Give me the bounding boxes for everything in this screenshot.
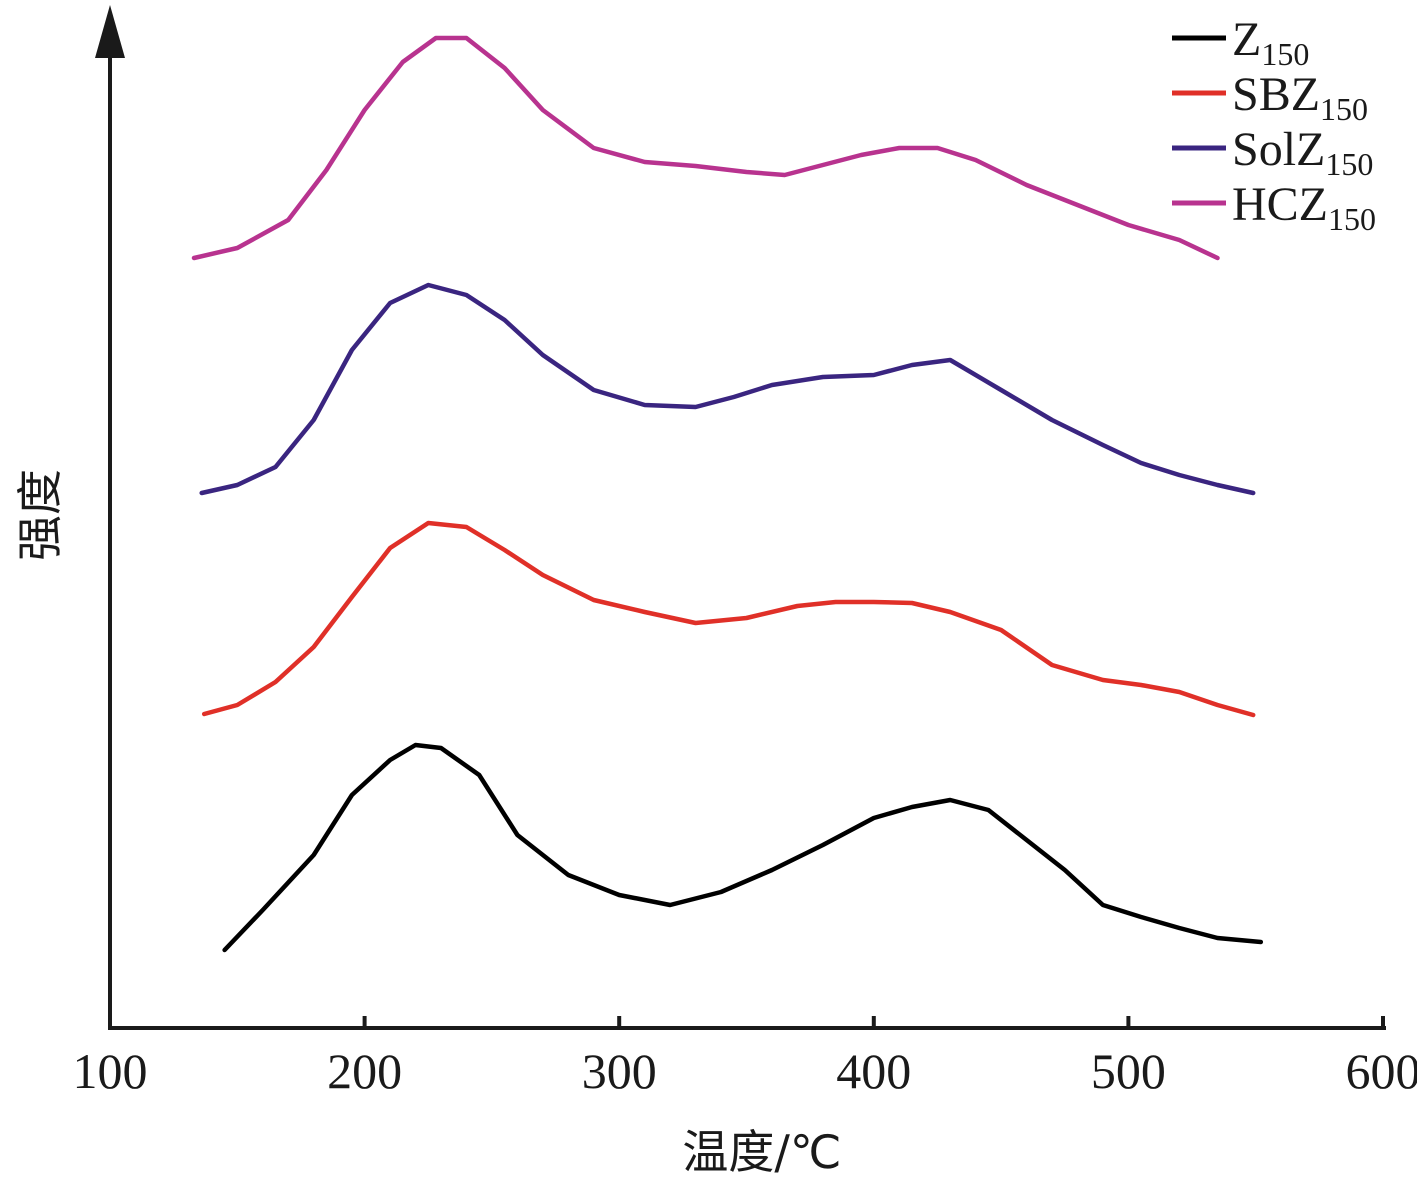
y-axis-arrow [95, 5, 125, 58]
series-line-z [222, 742, 1264, 953]
legend-label: SolZ150 [1232, 123, 1373, 182]
legend-label-name: SolZ [1232, 123, 1325, 176]
series-group [191, 35, 1264, 953]
series-line-sbz [201, 520, 1256, 718]
legend-label-name: SBZ [1232, 68, 1320, 121]
x-tick-label: 100 [73, 1043, 148, 1099]
legend-label-sub: 150 [1325, 146, 1373, 182]
legend-label-name: HCZ [1232, 178, 1328, 231]
legend-label-sub: 150 [1320, 91, 1368, 127]
series-line-solz [199, 282, 1256, 496]
axes [95, 5, 1386, 1030]
legend-label-name: Z [1232, 13, 1261, 66]
legend-label: Z150 [1232, 13, 1309, 72]
legend-label: SBZ150 [1232, 68, 1368, 127]
x-ticks: 100 200 300 400 500 600 [73, 1016, 1417, 1099]
x-tick-label: 200 [327, 1043, 402, 1099]
legend-label-sub: 150 [1328, 201, 1376, 237]
legend-label-sub: 150 [1261, 36, 1309, 72]
x-tick-label: 600 [1346, 1043, 1417, 1099]
y-axis-title: 强度 [13, 469, 67, 561]
legend-label: HCZ150 [1232, 178, 1376, 237]
series-line-hcz [191, 35, 1220, 261]
x-tick-label: 500 [1091, 1043, 1166, 1099]
x-tick-label: 300 [582, 1043, 657, 1099]
x-axis-title: 温度/℃ [682, 1125, 841, 1179]
x-tick-label: 400 [836, 1043, 911, 1099]
